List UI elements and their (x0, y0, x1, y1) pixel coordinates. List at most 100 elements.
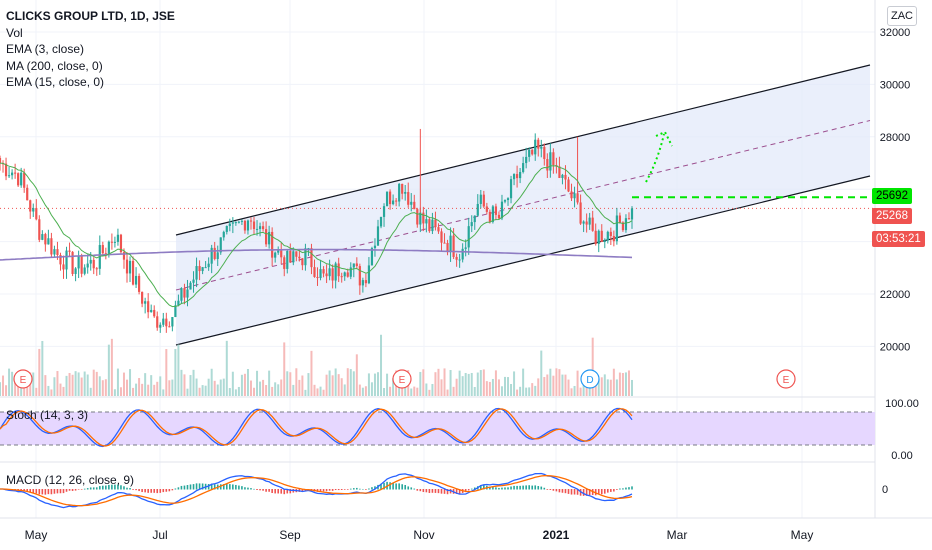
volume-bar (464, 372, 467, 396)
macd-hist-bar (210, 483, 213, 490)
volume-bar (113, 389, 116, 396)
candle-body (346, 272, 349, 277)
volume-bar (74, 371, 77, 396)
candle-body (240, 220, 244, 222)
macd-hist-bar (328, 489, 331, 491)
volume-bar (23, 386, 26, 396)
macd-hist-bar (141, 489, 143, 493)
candle-body (231, 222, 234, 224)
volume-bar (289, 372, 292, 396)
volume-bar (425, 383, 428, 396)
volume-bar (14, 380, 17, 396)
channel-median-line[interactable] (175, 120, 871, 291)
candle-body (531, 149, 534, 155)
currency-button[interactable]: ZAC (887, 6, 917, 26)
volume-bar (0, 382, 1, 396)
macd-label[interactable]: MACD (12, 26, close, 9) (6, 473, 135, 487)
volume-bar (470, 372, 473, 396)
candle-body (434, 219, 437, 228)
macd-hist-bar (235, 484, 237, 490)
macd-hist-bar (120, 485, 122, 490)
legend-ema15[interactable]: EMA (15, close, 0) (6, 75, 105, 89)
candle-body (591, 217, 594, 231)
time-axis[interactable]: May Jul Sep Nov 2021 Mar May (25, 528, 814, 542)
time-tick-label: May (25, 528, 48, 542)
candle-body (552, 152, 555, 166)
volume-bar (325, 374, 328, 396)
candle-body (546, 159, 549, 171)
volume-bar (440, 379, 443, 396)
volume-bar (59, 383, 62, 396)
macd-hist-bar (189, 484, 192, 490)
candle-body (407, 192, 410, 205)
volume-bar (510, 384, 513, 396)
macd-hist-bar (597, 489, 600, 495)
volume-bar (431, 383, 434, 396)
candle-body (379, 216, 383, 227)
macd-hist-bar (171, 489, 174, 491)
macd-hist-bar (77, 489, 80, 490)
macd-hist-bar (102, 485, 104, 490)
macd-hist-bar (44, 489, 47, 495)
macd-hist-bar (582, 489, 585, 496)
macd-hist-bar (531, 485, 534, 490)
candle-body (437, 227, 440, 232)
macd-hist-bar (334, 489, 337, 491)
stoch-label[interactable]: Stoch (14, 3, 3) (6, 408, 89, 422)
candle-body (376, 226, 380, 246)
candle-body (125, 259, 129, 274)
candle-body (292, 251, 295, 263)
macd-hist-bar (89, 487, 92, 490)
candle-body (153, 309, 156, 317)
macd-hist-bar (558, 489, 561, 493)
channel-upper-line[interactable] (175, 64, 871, 236)
volume-bar (122, 372, 125, 396)
macd-hist-bar (247, 487, 249, 490)
volume-bar (253, 387, 256, 396)
ma200-line (0, 248, 633, 261)
macd-hist-bar (271, 489, 273, 494)
macd-hist-bar (241, 486, 243, 490)
volume-bar (183, 374, 186, 396)
macd-hist-bar (392, 482, 394, 490)
candles (0, 128, 634, 333)
volume-bar (349, 369, 352, 396)
volume-bar (591, 337, 594, 396)
volume-bar (373, 373, 376, 396)
volume-bar (455, 378, 458, 396)
volume-bars (0, 334, 633, 396)
candle-body (322, 269, 325, 274)
macd-hist-bar (446, 489, 449, 495)
event-marker-circle (13, 369, 33, 389)
candle-body (162, 318, 165, 325)
volume-bar (452, 386, 455, 396)
volume-bar (476, 372, 479, 396)
volume-bar (603, 374, 606, 396)
volume-bar (322, 389, 325, 396)
volume-bar (549, 368, 552, 396)
candle-body (4, 163, 8, 177)
candle-body (479, 194, 482, 204)
channel-lower-line[interactable] (175, 175, 871, 346)
macd-hist-bar (316, 489, 319, 492)
volume-bar (225, 340, 228, 396)
legend-ema3[interactable]: EMA (3, close) (6, 42, 85, 56)
macd-hist-bar (610, 489, 612, 492)
candle-body (452, 235, 455, 257)
projection-arrow[interactable] (645, 133, 665, 183)
volume-bar (588, 387, 591, 396)
chart-title[interactable]: CLICKS GROUP LTD, 1D, JSE (6, 9, 175, 23)
candle-body (74, 268, 77, 274)
candle-body (183, 288, 186, 298)
legend-ma200[interactable]: MA (200, close, 0) (6, 58, 103, 73)
candle-body (165, 318, 168, 327)
candle-body (519, 172, 522, 179)
candle-body (131, 260, 135, 285)
macd-hist-bar (349, 488, 352, 490)
macd-hist-bar (129, 487, 131, 490)
legend-vol[interactable]: Vol (6, 25, 23, 40)
candle-body (104, 253, 107, 255)
candle-body (47, 238, 50, 245)
